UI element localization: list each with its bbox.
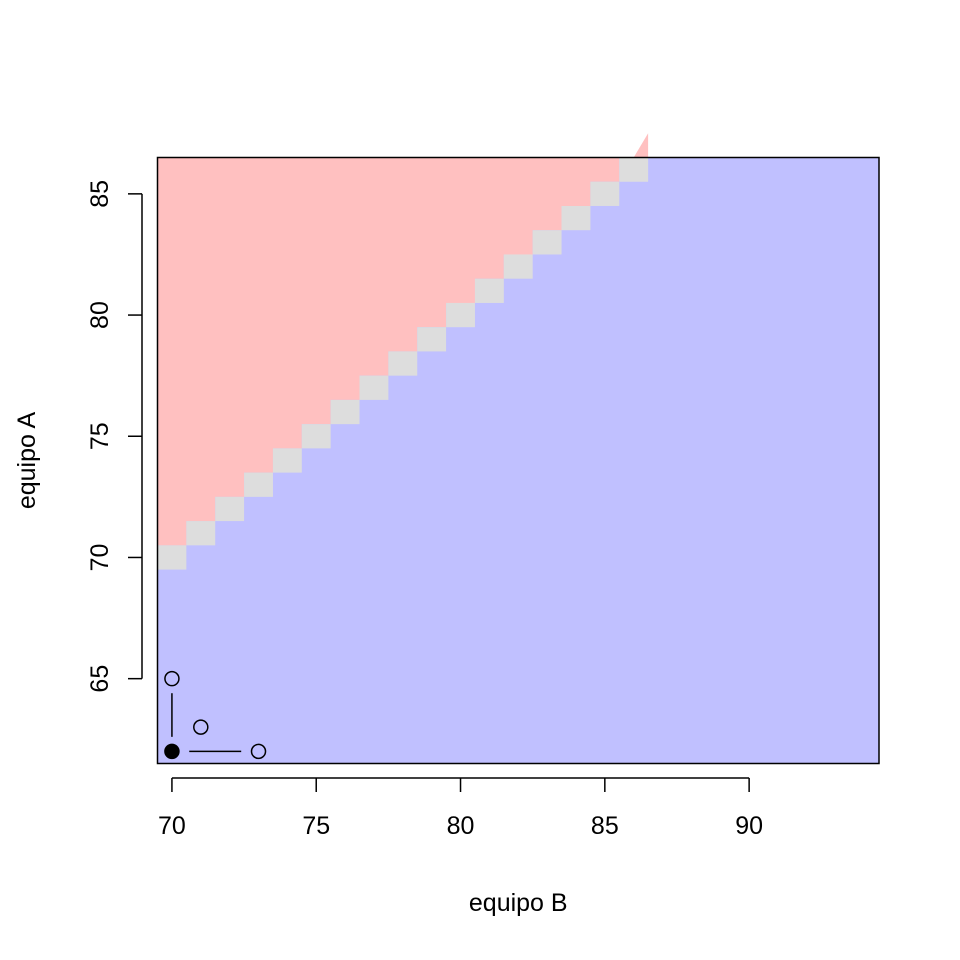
tie-cell	[186, 521, 216, 546]
tie-cell	[157, 545, 187, 570]
y-tick-label: 70	[86, 544, 114, 572]
x-tick-label: 70	[158, 812, 186, 840]
tie-cell	[215, 496, 245, 522]
next-point	[193, 719, 209, 735]
y-tick-label: 80	[86, 301, 114, 329]
y-tick-label: 75	[86, 422, 114, 450]
tie-cell	[474, 278, 504, 303]
plot-area	[157, 133, 879, 764]
tie-cell	[388, 351, 418, 376]
tie-cell	[619, 157, 649, 182]
next-point	[250, 743, 267, 760]
region-a-greater-b	[157, 133, 649, 546]
next-point	[164, 670, 180, 687]
tie-cell	[503, 254, 533, 279]
plot-frame	[156, 156, 880, 765]
tie-cell	[301, 424, 331, 449]
tie-cell	[590, 181, 620, 206]
x-axis-title: equipo B	[469, 889, 568, 917]
x-tick-label: 80	[447, 812, 475, 840]
y-axis: 65 70 75 80 85	[86, 180, 143, 693]
tie-cell	[272, 448, 302, 473]
tie-cell	[359, 375, 389, 400]
y-axis-title: equipo A	[13, 412, 41, 510]
y-tick-label: 65	[86, 665, 114, 693]
tie-cell	[561, 205, 591, 231]
tie-cell	[417, 327, 447, 352]
x-axis: 70 75 80 85 90	[158, 777, 763, 840]
x-tick-label: 75	[302, 812, 330, 840]
current-point	[164, 743, 180, 760]
tie-cell	[446, 302, 475, 328]
tie-cell	[532, 230, 562, 255]
tie-cell	[244, 472, 273, 497]
x-tick-label: 90	[735, 812, 763, 840]
tie-cell	[330, 399, 360, 425]
x-tick-label: 85	[591, 812, 619, 840]
y-tick-label: 85	[86, 180, 114, 208]
